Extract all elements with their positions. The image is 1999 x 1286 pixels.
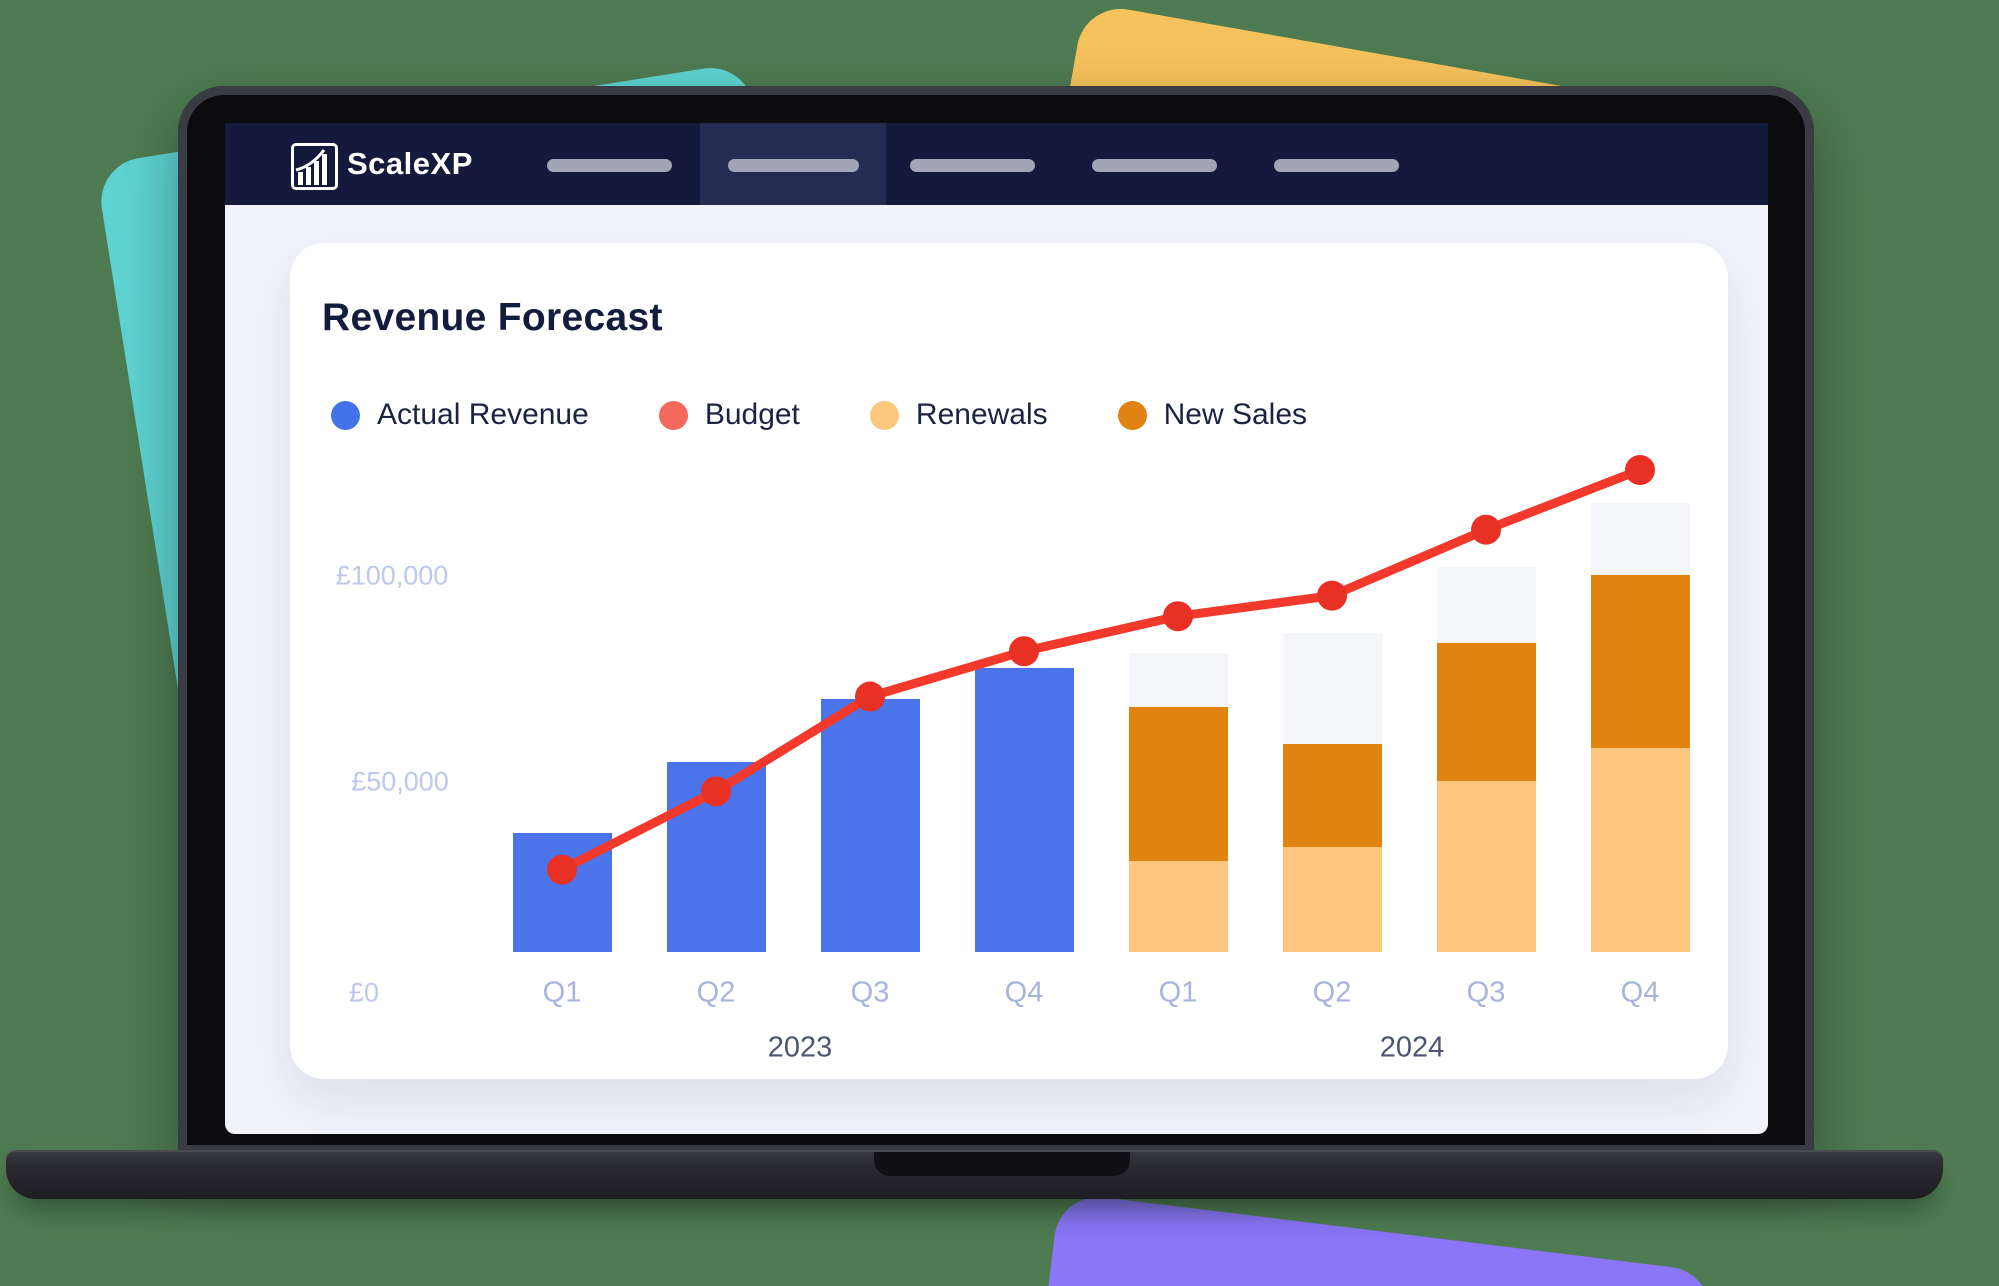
card-title: Revenue Forecast <box>322 296 663 339</box>
legend-dot-icon <box>869 400 899 430</box>
legend-label: New Sales <box>1163 398 1308 431</box>
legend-dot-icon <box>1117 400 1147 430</box>
laptop-base <box>6 1150 1943 1199</box>
chart-legend: Actual Revenue Budget Renewals New Sales <box>331 398 1307 432</box>
laptop-base-notch <box>874 1152 1130 1176</box>
app-navbar: ScaleXP <box>225 123 1768 205</box>
legend-item-renewals[interactable]: Renewals <box>869 398 1048 432</box>
legend-label: Actual Revenue <box>377 398 589 431</box>
legend-label: Renewals <box>915 398 1048 431</box>
revenue-forecast-card <box>290 243 1728 1079</box>
legend-dot-icon <box>658 400 688 430</box>
legend-item-budget[interactable]: Budget <box>658 398 800 432</box>
scalexp-logo[interactable] <box>291 143 338 190</box>
nav-item-placeholder[interactable] <box>547 159 672 172</box>
legend-label: Budget <box>704 398 800 431</box>
nav-item-placeholder[interactable] <box>728 159 859 172</box>
legend-item-new-sales[interactable]: New Sales <box>1117 398 1308 432</box>
bar-chart-growth-icon <box>295 149 327 185</box>
purple-background-shape <box>1021 1192 1716 1286</box>
nav-item-placeholder[interactable] <box>910 159 1035 172</box>
nav-item-placeholder[interactable] <box>1274 159 1399 172</box>
brand-name[interactable]: ScaleXP <box>347 146 473 181</box>
legend-item-actual-revenue[interactable]: Actual Revenue <box>331 398 589 432</box>
legend-dot-icon <box>331 400 360 430</box>
nav-item-placeholder[interactable] <box>1092 159 1217 172</box>
